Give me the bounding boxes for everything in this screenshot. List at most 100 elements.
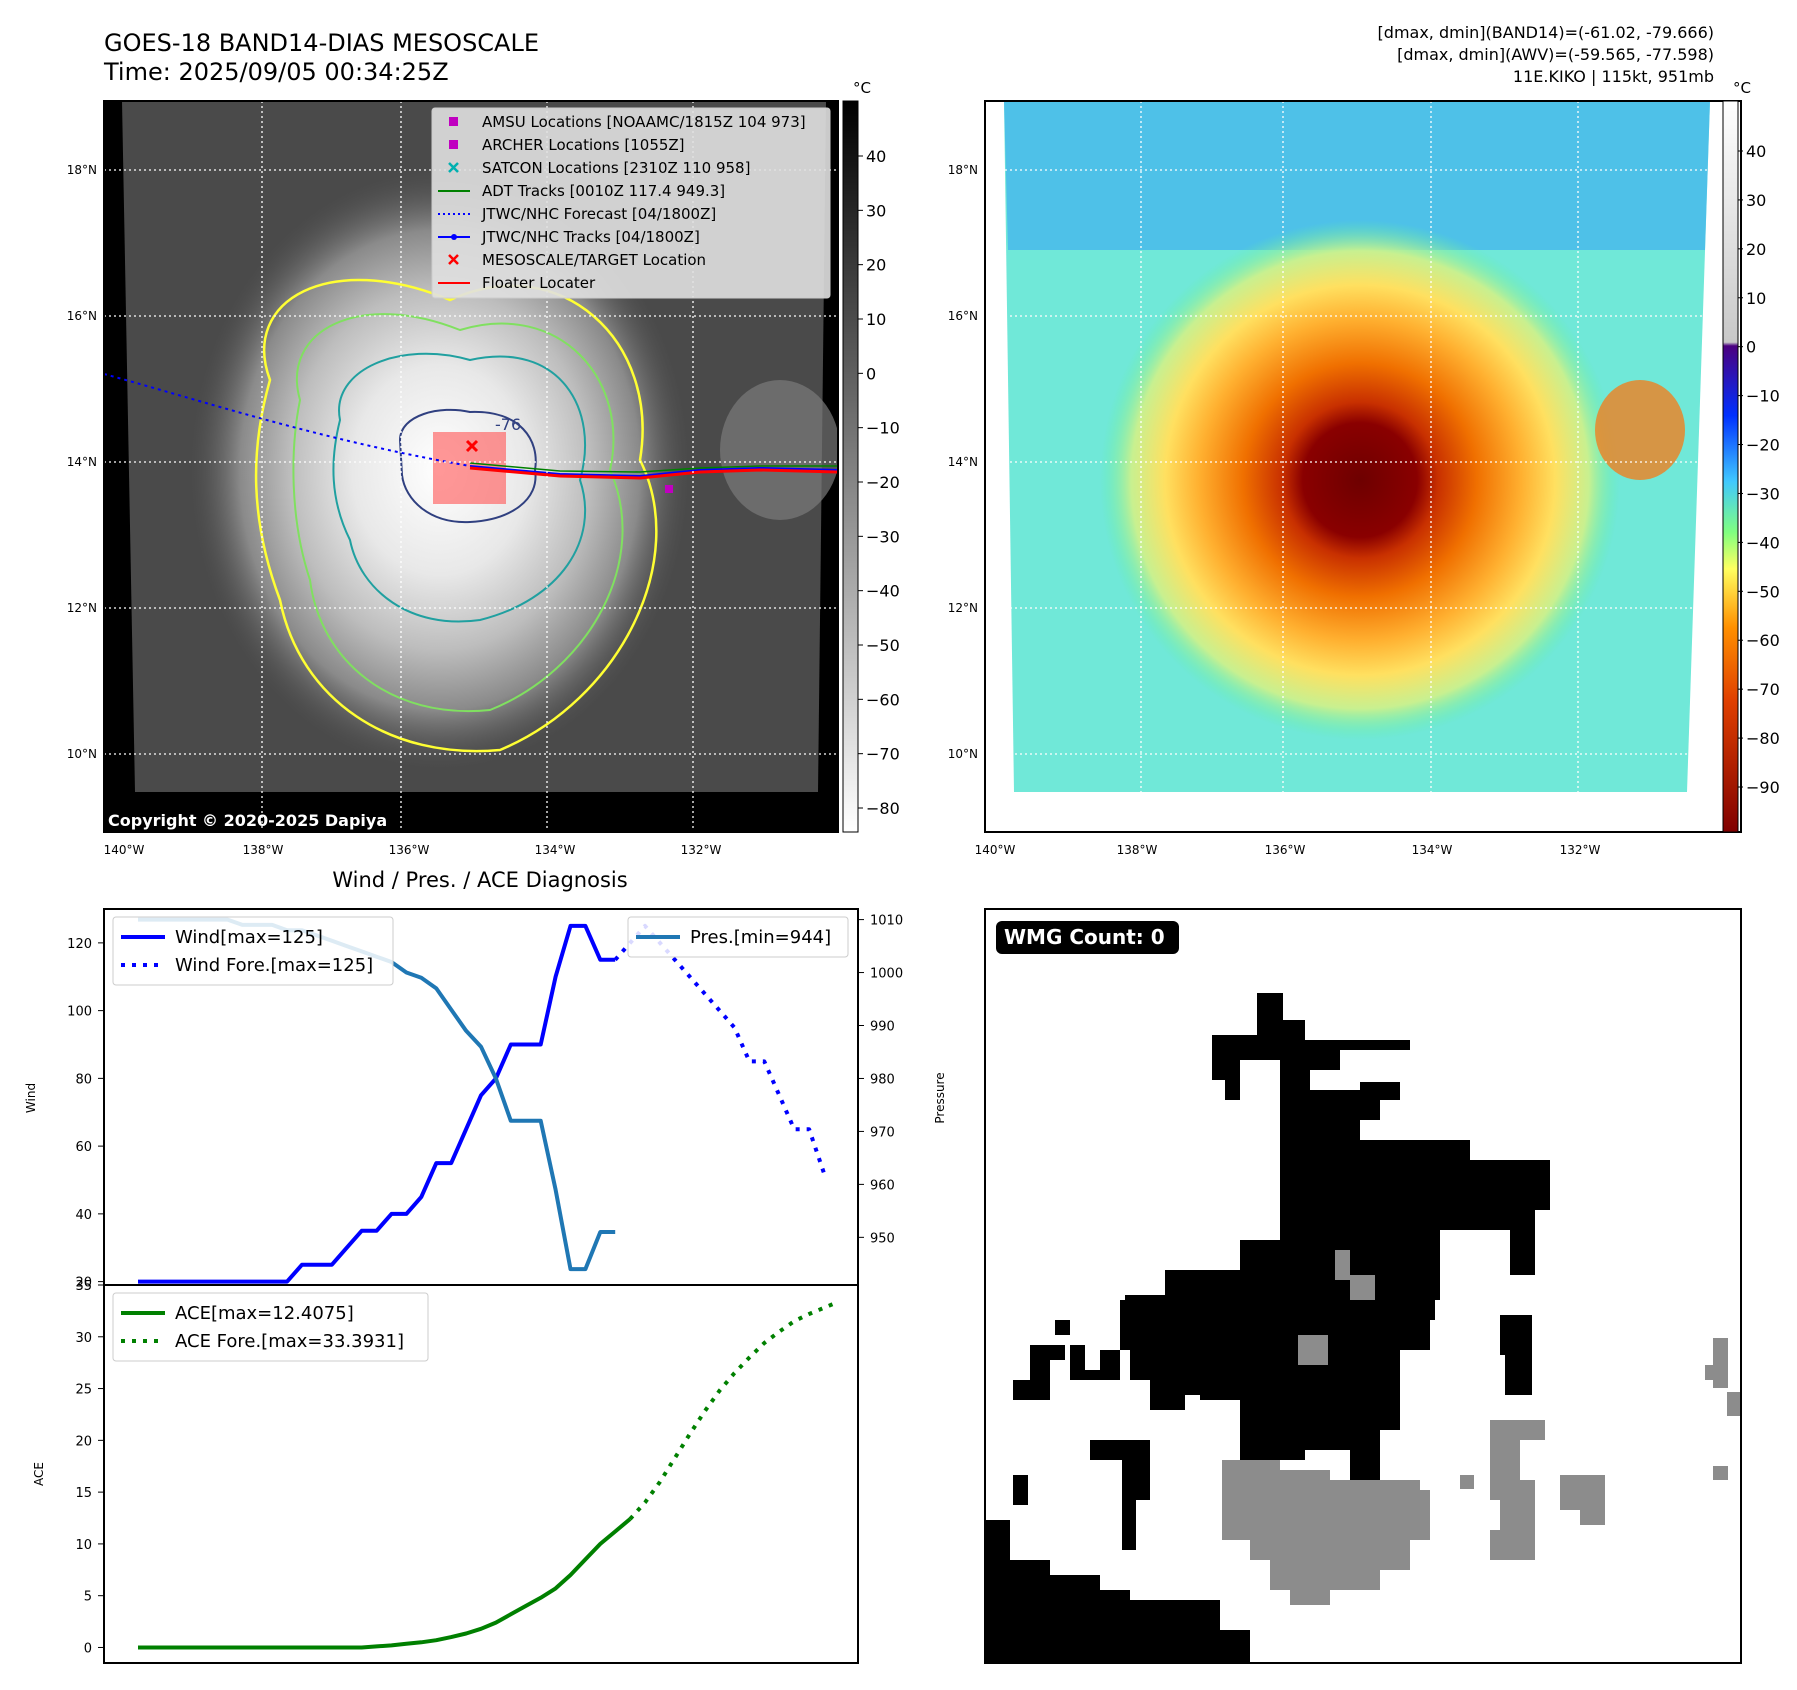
ir-legend-label: MESOSCALE/TARGET Location: [482, 251, 706, 269]
awv-lat-tick-label: 18°N: [948, 163, 978, 177]
ir-legend-item: Floater Locater: [438, 274, 596, 292]
awv-colorbar-ticks: 40 30 20 10 0 −10 −20 −30 −40 −50 −60 −70 −80 −90: [1738, 142, 1780, 797]
ir-legend-item: MESOSCALE/TARGET Location: [448, 251, 706, 269]
ir-lat-tick-label: 10°N: [67, 747, 97, 761]
ir-legend-label: SATCON Locations [2310Z 110 958]: [482, 159, 750, 177]
wmg-black-mask: [985, 993, 1550, 1663]
ir-colorbar-tick-label: 0: [866, 364, 876, 383]
wind-ytick-label: 60: [75, 1140, 92, 1155]
wmg-panel: WMG Count: 0: [984, 908, 1742, 1664]
awv-colorbar-tick-label: 30: [1746, 191, 1766, 210]
ace-series-forecast-line: [628, 1299, 840, 1521]
ir-lat-tick-label: 14°N: [67, 455, 97, 469]
ir-colorbar-tick-label: −10: [866, 419, 900, 438]
awv-colorbar-tick-label: −40: [1746, 533, 1780, 552]
ir-contour-teal: [332, 352, 586, 623]
ir-legend-label: AMSU Locations [NOAAMC/1815Z 104 973]: [482, 113, 806, 131]
ir-lon-tick-label: 136°W: [389, 843, 430, 857]
amsu-marker: [665, 485, 673, 493]
ir-legend-item: SATCON Locations [2310Z 110 958]: [448, 159, 750, 177]
legend-dot: [451, 234, 457, 240]
awv-colorbar-tick-label: −90: [1746, 778, 1780, 797]
adt-track: [469, 462, 838, 473]
wind-axis-label: Wind: [24, 1083, 38, 1113]
awv-colorbar-tick-label: −50: [1746, 582, 1780, 601]
time-label: Time: 2025/09/05 00:34:25Z: [103, 58, 449, 86]
awv-lat-tick-label: 10°N: [948, 747, 978, 761]
ir-panel: -76 Copyright © 2020-2025 Dapiya AMSU Lo…: [103, 79, 900, 833]
target-x-marker: [465, 439, 479, 453]
main-title: GOES-18 BAND14-DIAS MESOSCALE: [104, 29, 539, 57]
ace-series-line: [138, 1517, 632, 1650]
legend-x-marker: [448, 162, 459, 173]
wind-ytick-label: 20: [75, 1276, 92, 1291]
awv-colorbar-tick-label: −20: [1746, 436, 1780, 455]
wmg-gray-mask: [1222, 1250, 1741, 1605]
ir-colorbar-tick-label: 20: [866, 256, 886, 275]
ace-ytick-label: 20: [75, 1434, 92, 1449]
ir-legend-label: ADT Tracks [0010Z 117.4 949.3]: [482, 182, 725, 200]
ir-colorbar-tick-label: 10: [866, 310, 886, 329]
ir-contour-green: [292, 313, 624, 713]
awv-panel: °C 40 30 20 10 0 −10 −20 −30 −40 −50 −60 −70 −80 −90: [984, 79, 1780, 833]
wind-y2tick-label: 980: [870, 1072, 895, 1087]
awv-lon-tick-label: 140°W: [975, 843, 1016, 857]
pressure-legend: Pres.[min=944]: [627, 916, 849, 958]
ir-legend-label: JTWC/NHC Forecast [04/1800Z]: [481, 205, 716, 223]
wind-legend-box: [112, 916, 394, 986]
wmg-count-badge: [996, 921, 1179, 954]
wind-legend-label: Wind[max=125]: [175, 927, 323, 948]
ace-legend-box: [112, 1292, 429, 1362]
awv-colorbar-unit: °C: [1733, 79, 1751, 97]
ir-lon-tick-label: 134°W: [535, 843, 576, 857]
ir-colorbar-tick-label: −70: [866, 745, 900, 764]
wind-y2tick-label: 950: [870, 1231, 895, 1246]
wind-pressure-chart: 20 40 60 80 100 120 950 960 970 980 990 1000 1010 Win…: [24, 908, 947, 1291]
wind-legend: Wind[max=125] Wind Fore.[max=125]: [112, 916, 394, 986]
ace-ytick-label: 10: [75, 1538, 92, 1553]
ir-map-frame: [103, 100, 839, 833]
pressure-legend-box: [627, 916, 849, 958]
wind-legend-label: Wind Fore.[max=125]: [175, 955, 373, 976]
wind-ytick-label: 80: [75, 1072, 92, 1087]
ir-outer-band: [720, 380, 838, 520]
pressure-legend-label: Pres.[min=944]: [690, 927, 831, 948]
awv-colorbar-tick-label: −80: [1746, 729, 1780, 748]
wind-y2tick-label: 990: [870, 1020, 895, 1035]
floater-track: [469, 466, 838, 480]
wind-ytick-label: 100: [67, 1005, 92, 1020]
wind-y2tick-label: 1000: [870, 967, 903, 982]
awv-colorbar: [1722, 100, 1739, 833]
copyright-text: Copyright © 2020-2025 Dapiya: [108, 811, 387, 830]
info-storm: 11E.KIKO | 115kt, 951mb: [1513, 67, 1714, 86]
ir-legend: AMSU Locations [NOAAMC/1815Z 104 973] ARC…: [431, 107, 831, 299]
awv-outer-band: [1595, 380, 1685, 480]
ace-ytick-label: 15: [75, 1486, 92, 1501]
awv-colorbar-tick-label: 40: [1746, 142, 1766, 161]
pressure-axis-label: Pressure: [933, 1072, 947, 1123]
ir-colorbar-tick-label: −40: [866, 582, 900, 601]
wind-ytick-label: 120: [67, 937, 92, 952]
ir-legend-item: JTWC/NHC Tracks [04/1800Z]: [438, 228, 700, 246]
ir-colorbar-tick-label: −60: [866, 690, 900, 709]
ir-legend-item: JTWC/NHC Forecast [04/1800Z]: [438, 205, 716, 223]
awv-colorbar-tick-label: −10: [1746, 387, 1780, 406]
ir-contour-navy: [398, 408, 537, 524]
ir-colorbar-ticks: 40 30 20 10 0 −10 −20 −30 −40 −50 −60 −70 −80: [858, 147, 900, 818]
ir-colorbar: [842, 100, 859, 833]
forecast-track: [104, 373, 471, 467]
wind-y2tick-label: 970: [870, 1125, 895, 1140]
ir-colorbar-tick-label: −50: [866, 636, 900, 655]
legend-square-marker: [449, 117, 458, 126]
wmg-count-label: WMG Count: 0: [1004, 925, 1165, 949]
ir-legend-label: ARCHER Locations [1055Z]: [482, 136, 685, 154]
ir-legend-item: ARCHER Locations [1055Z]: [449, 136, 685, 154]
wind-y2tick-label: 960: [870, 1178, 895, 1193]
awv-lat-tick-label: 12°N: [948, 601, 978, 615]
ir-contour-label: -76: [495, 415, 521, 434]
wind-y2tick-label: 1010: [870, 914, 903, 929]
ace-ytick-label: 25: [75, 1383, 92, 1398]
awv-colorbar-tick-label: −70: [1746, 680, 1780, 699]
awv-lon-tick-label: 134°W: [1412, 843, 1453, 857]
